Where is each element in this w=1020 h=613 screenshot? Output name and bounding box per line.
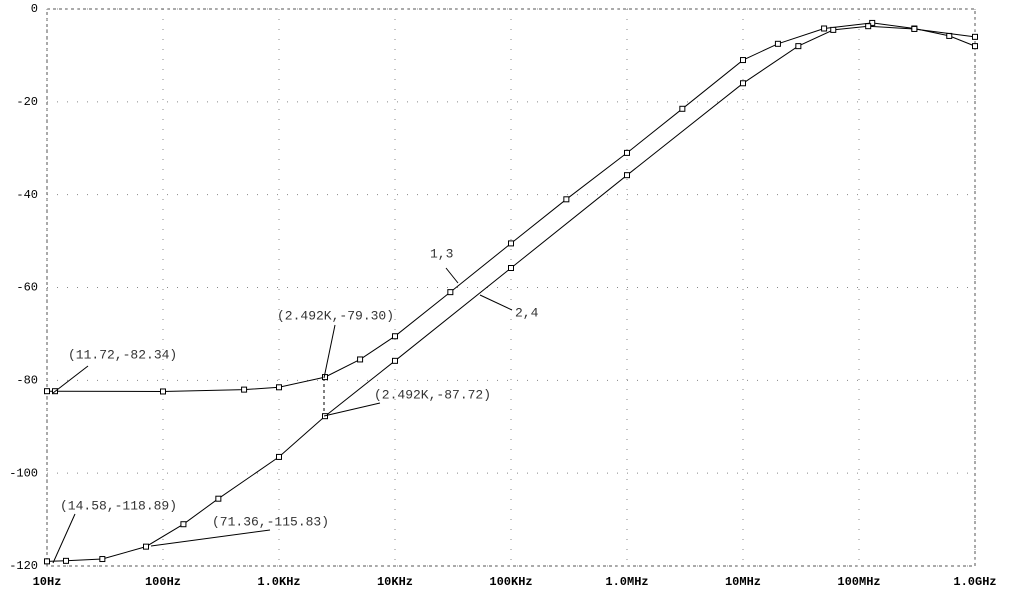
point-marker (624, 172, 630, 179)
point-marker (276, 453, 282, 460)
y-tick-label: -80 (16, 374, 38, 388)
annotation-leader (445, 267, 459, 284)
annotation: (2.492K,-87.72) (374, 387, 491, 402)
annotation-leader (479, 294, 513, 311)
annotation: 2,4 (515, 305, 539, 320)
annotation-leader (150, 529, 271, 547)
point-marker (865, 23, 872, 30)
annotation-leader (323, 402, 381, 417)
annotation: (14.58,-118.89) (60, 498, 177, 513)
point-marker (62, 557, 69, 564)
point-marker (180, 521, 187, 528)
point-marker (241, 386, 248, 393)
point-marker (44, 558, 50, 565)
x-tick-label: 1.0MHz (605, 575, 648, 589)
x-tick-label: 1.0GHz (953, 575, 996, 589)
point-marker (357, 356, 364, 363)
x-tick-label: 100MHz (837, 575, 880, 589)
point-marker (99, 556, 106, 563)
point-marker (160, 388, 166, 395)
annotation: 1,3 (430, 246, 453, 261)
annotation-leader (52, 365, 89, 394)
point-marker (972, 33, 978, 40)
point-marker (795, 43, 802, 50)
point-marker (508, 240, 514, 247)
point-marker (869, 19, 876, 26)
point-marker (624, 149, 630, 156)
point-marker (392, 357, 398, 364)
annotation-leader (323, 324, 336, 379)
annotation: (11.72,-82.34) (68, 347, 177, 362)
point-marker (911, 25, 918, 32)
point-marker (563, 196, 570, 203)
point-marker (392, 333, 398, 340)
y-tick-label: -60 (16, 281, 38, 295)
y-tick-label: 0 (31, 2, 38, 16)
y-tick-label: -120 (9, 559, 38, 573)
x-tick-label: 100KHz (489, 575, 532, 589)
point-marker (447, 289, 454, 296)
point-marker (143, 543, 150, 550)
point-marker (972, 43, 978, 50)
series-line (47, 22, 976, 393)
point-marker (679, 105, 686, 112)
x-tick-label: 10KHz (377, 575, 413, 589)
point-marker (774, 40, 781, 47)
series-line (46, 25, 976, 562)
point-marker (830, 26, 837, 33)
point-marker (740, 57, 746, 64)
y-tick-label: -20 (16, 95, 38, 109)
point-marker (215, 495, 222, 502)
x-tick-label: 100Hz (145, 575, 181, 589)
x-tick-label: 10MHz (725, 575, 761, 589)
annotation-leader (52, 513, 76, 564)
y-tick-label: -100 (9, 466, 38, 480)
x-tick-label: 1.0KHz (257, 575, 300, 589)
point-marker (821, 25, 828, 32)
point-marker (740, 80, 746, 87)
point-marker (44, 388, 50, 395)
plot-frame (46, 8, 976, 567)
annotation: (71.36,-115.83) (212, 514, 329, 529)
annotation: (2.492K,-79.30) (277, 308, 394, 323)
y-tick-label: -40 (16, 188, 38, 202)
point-marker (276, 384, 282, 391)
point-marker (508, 265, 514, 272)
x-tick-label: 10Hz (33, 575, 62, 589)
